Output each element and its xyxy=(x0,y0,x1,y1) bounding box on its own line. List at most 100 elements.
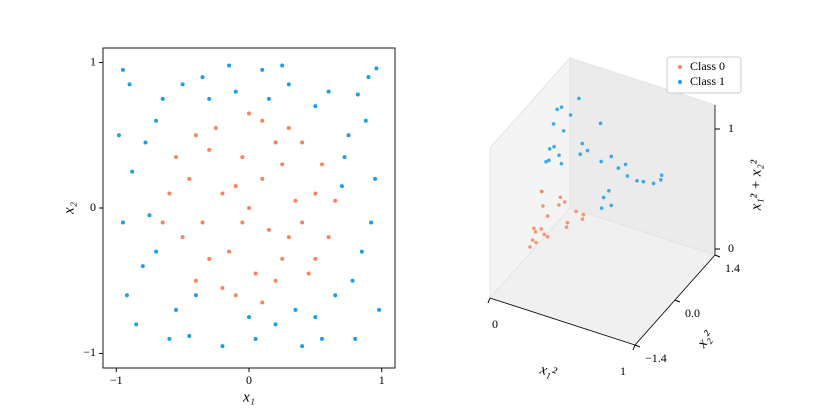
point xyxy=(143,140,148,145)
point xyxy=(147,213,152,218)
point xyxy=(369,220,374,225)
point xyxy=(240,155,245,160)
point xyxy=(326,89,331,94)
point xyxy=(568,113,573,117)
point xyxy=(377,307,382,312)
point xyxy=(227,249,232,254)
point xyxy=(273,140,278,145)
point xyxy=(539,227,544,231)
point xyxy=(154,249,159,254)
x-axis-line xyxy=(489,297,636,346)
point xyxy=(220,191,225,196)
point xyxy=(273,322,278,327)
point xyxy=(280,162,285,167)
point xyxy=(247,206,251,210)
point xyxy=(300,344,305,349)
x-tick xyxy=(632,344,636,351)
point xyxy=(557,203,561,207)
point xyxy=(363,118,368,123)
point xyxy=(286,126,291,130)
y-tick xyxy=(714,254,721,258)
point xyxy=(564,225,569,230)
point xyxy=(616,166,621,170)
point xyxy=(160,96,165,101)
point xyxy=(577,96,581,101)
point xyxy=(134,322,139,327)
point xyxy=(350,278,355,283)
point xyxy=(557,153,561,158)
point xyxy=(353,336,358,341)
point xyxy=(532,226,536,231)
point xyxy=(545,214,550,218)
point xyxy=(562,200,567,204)
point xyxy=(578,152,583,156)
point xyxy=(160,220,165,225)
point xyxy=(333,198,338,203)
point xyxy=(313,256,318,261)
point xyxy=(545,234,550,239)
point xyxy=(293,198,298,203)
point xyxy=(313,104,318,109)
point xyxy=(609,203,614,208)
y-tick-label: 1.4 xyxy=(725,261,740,275)
point xyxy=(326,235,331,240)
point xyxy=(320,162,324,167)
point xyxy=(339,184,344,189)
point xyxy=(253,271,258,276)
z3-axis-label: x₁² + x₂² xyxy=(748,159,764,211)
point xyxy=(651,181,656,186)
point xyxy=(127,82,132,87)
y-tick xyxy=(634,344,641,348)
point xyxy=(558,195,563,200)
point xyxy=(555,107,559,112)
point xyxy=(635,178,639,183)
point xyxy=(542,232,546,237)
point xyxy=(533,230,538,234)
point xyxy=(659,173,664,178)
point xyxy=(306,271,311,276)
point xyxy=(207,96,212,101)
z-tick-label: 1 xyxy=(728,121,734,135)
point xyxy=(547,158,551,163)
point xyxy=(253,336,258,341)
point xyxy=(154,118,159,123)
point xyxy=(213,126,218,130)
point xyxy=(355,92,360,97)
point xyxy=(374,66,379,71)
point xyxy=(193,293,198,298)
point xyxy=(120,67,125,72)
point xyxy=(300,140,305,145)
x-tick-label: −1 xyxy=(110,373,123,387)
point xyxy=(300,220,305,225)
point xyxy=(220,286,225,290)
point xyxy=(260,67,265,72)
point xyxy=(599,206,604,210)
point xyxy=(547,147,552,151)
point xyxy=(260,118,265,123)
point xyxy=(565,220,570,225)
y-axis-label: x₂ xyxy=(61,202,77,215)
point xyxy=(581,212,586,217)
point xyxy=(609,154,614,159)
point xyxy=(174,307,178,312)
point xyxy=(116,133,121,138)
x-tick-label: 0 xyxy=(492,317,498,331)
point xyxy=(598,121,603,126)
point xyxy=(561,129,566,133)
point xyxy=(260,300,265,305)
point xyxy=(313,315,318,320)
point xyxy=(580,217,585,221)
legend xyxy=(666,56,742,94)
point xyxy=(534,240,538,245)
point xyxy=(233,293,238,298)
point xyxy=(293,307,298,312)
y-tick-label: 0 xyxy=(90,200,96,214)
point xyxy=(130,169,135,174)
legend-marker xyxy=(678,80,682,84)
point xyxy=(551,122,556,126)
point xyxy=(599,159,603,164)
point xyxy=(207,256,212,261)
point xyxy=(193,133,198,138)
x-tick xyxy=(487,297,491,304)
